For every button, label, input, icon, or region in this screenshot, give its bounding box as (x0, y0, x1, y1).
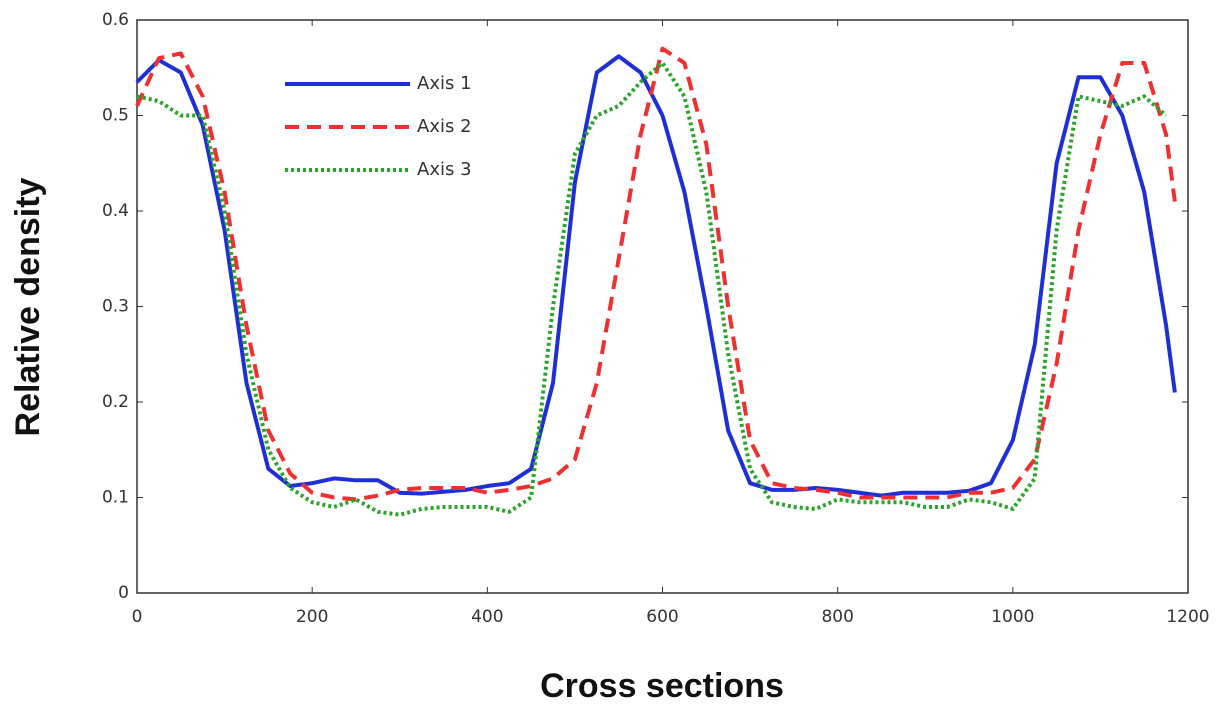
data-line (135, 54, 1177, 498)
y-axis-label: Relative density (9, 177, 47, 436)
plot-frame (136, 19, 1189, 594)
y-tick-label: 0 (118, 583, 129, 603)
legend-label: Axis 3 (417, 159, 472, 180)
x-tick-label: 1200 (1166, 607, 1209, 627)
x-tick-label: 200 (296, 607, 328, 627)
legend-label: Axis 2 (417, 116, 472, 137)
y-tick-label: 0.6 (102, 10, 129, 30)
x-tick-label: 600 (646, 607, 678, 627)
y-tick-label: 0.2 (102, 392, 129, 412)
data-line (136, 60, 1168, 517)
x-tick-label: 1000 (991, 607, 1034, 627)
legend-label: Axis 1 (417, 73, 472, 94)
x-tick-label: 800 (821, 607, 853, 627)
y-tick-label: 0.4 (102, 201, 129, 221)
y-tick-label: 0.3 (102, 297, 129, 317)
y-tick-label: 0.5 (102, 106, 129, 126)
y-tick-label: 0.1 (102, 488, 129, 508)
x-tick-label: 400 (471, 607, 503, 627)
x-tick-label: 0 (132, 607, 143, 627)
x-axis-label: Cross sections (540, 667, 784, 705)
data-line (135, 46, 1177, 502)
